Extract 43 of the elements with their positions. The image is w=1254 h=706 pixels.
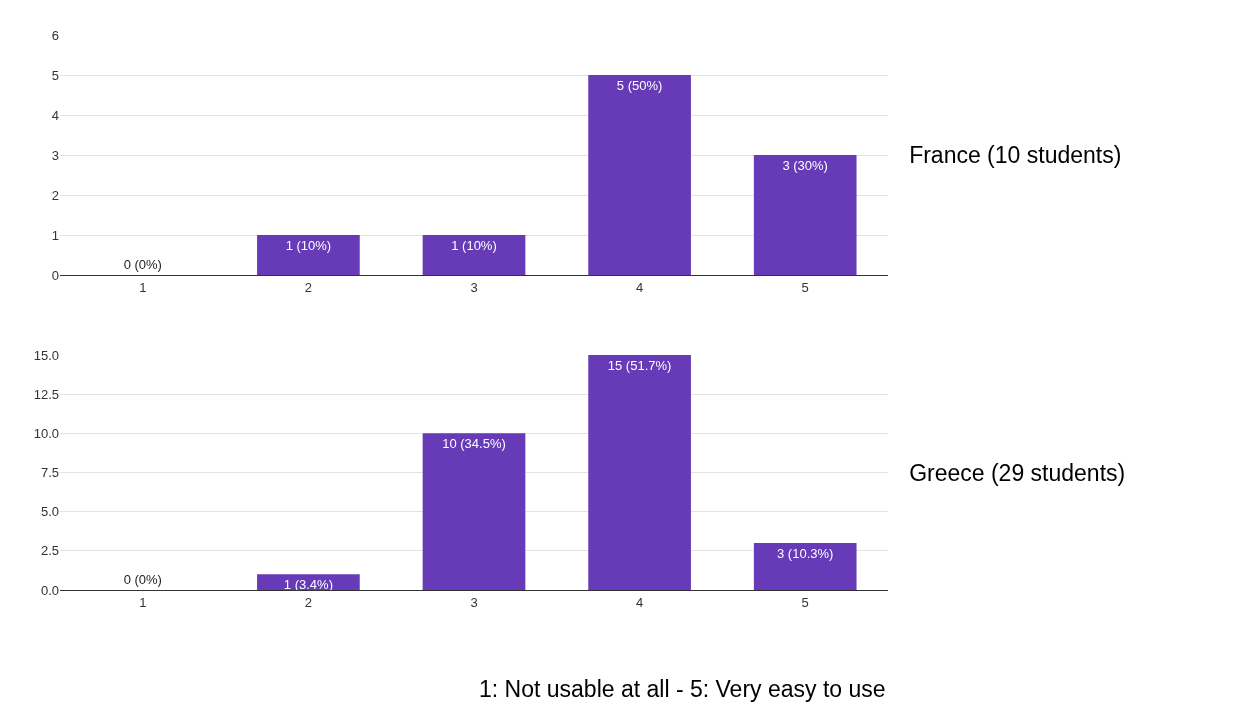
data-label: 1 (10%) [285, 238, 332, 253]
text: Greece (29 students) [909, 459, 1126, 486]
data-label: 5 (50%) [616, 78, 663, 93]
bar [753, 543, 857, 590]
y-tick-label: 7.5 [40, 465, 59, 481]
y-tick-label: 10.0 [33, 425, 59, 441]
data-label: 10 (34.5%) [442, 436, 506, 452]
y-tick-label: 2 [51, 187, 59, 203]
bar [422, 235, 526, 275]
data-label: 1 (10%) [451, 238, 497, 253]
x-tick-label: 3 [470, 594, 478, 610]
data-label: 0 (0%) [123, 572, 162, 587]
bar [588, 75, 691, 275]
x-tick-label: 1 [139, 594, 147, 610]
y-tick-label: 15.0 [33, 347, 59, 363]
data-label: 15 (51.7%) [607, 358, 672, 373]
bar [422, 433, 526, 590]
y-tick-label: 3 [51, 147, 59, 163]
y-tick-label: 4 [51, 107, 59, 123]
y-tick-label: 2.5 [40, 543, 59, 559]
y-tick-label: 12.5 [33, 386, 59, 402]
y-tick-label: 0.0 [40, 582, 59, 598]
text: France (10 students) [909, 142, 1122, 169]
bar [588, 355, 691, 590]
x-tick-label: 3 [470, 279, 478, 295]
x-tick-label: 2 [304, 279, 313, 295]
y-tick-label: 1 [51, 227, 59, 243]
data-label: 3 (30%) [782, 158, 828, 173]
x-tick-label: 4 [635, 594, 644, 610]
y-tick-label: 6 [51, 27, 59, 43]
x-tick-label: 5 [801, 279, 809, 295]
bar [257, 235, 360, 275]
bar [753, 155, 857, 275]
x-tick-label: 1 [139, 279, 147, 295]
y-tick-label: 0 [51, 267, 59, 283]
x-tick-label: 5 [801, 594, 809, 610]
y-tick-label: 5 [51, 67, 59, 83]
x-tick-label: 2 [304, 594, 313, 610]
x-tick-label: 4 [635, 279, 644, 295]
y-tick-label: 5.0 [40, 504, 59, 520]
x-axis-title: 1: Not usable at all - 5: Very easy to use [479, 676, 886, 702]
data-label: 0 (0%) [123, 257, 162, 272]
data-label: 3 (10.3%) [777, 546, 834, 561]
